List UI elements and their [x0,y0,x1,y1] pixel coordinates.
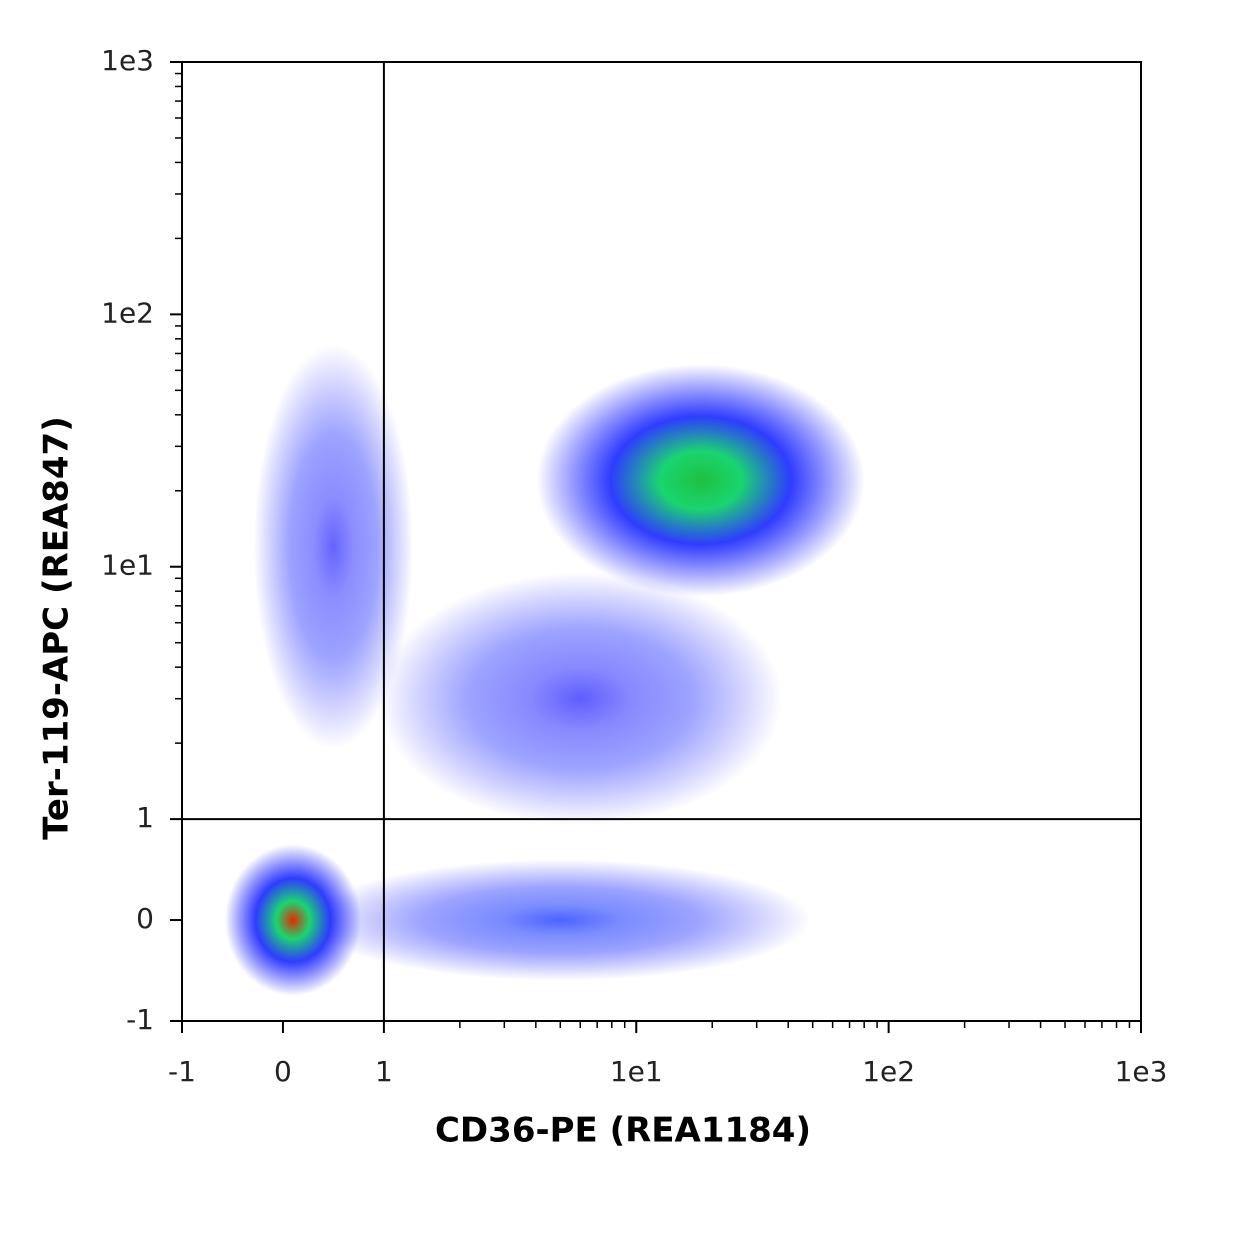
plot-frame [181,61,1142,1022]
density-cluster [224,844,362,996]
density-cluster [536,364,865,597]
density-cluster [310,859,811,981]
plot-area: -1 0 1 1e1 1e2 1e3 -1 0 1 1e1 1e2 1e3 [101,44,1167,1088]
x-tick-label: 1e3 [1115,1055,1168,1088]
y-tick-label: 1 [136,801,154,834]
y-tick-label: 1e3 [101,44,154,77]
x-tick-label: 1 [375,1055,393,1088]
x-tick-label: 1e2 [862,1055,915,1088]
density-cluster [253,344,414,749]
y-tick-label: -1 [126,1003,154,1036]
x-tick-label: 1e1 [610,1055,663,1088]
y-axis-title: Ter-119-APC (REA847) [37,416,77,840]
x-axis-title: CD36-PE (REA1184) [435,1111,811,1151]
x-tick-label: -1 [168,1055,196,1088]
density-cluster [378,572,783,825]
y-tick-label: 0 [136,902,154,935]
x-tick-label: 0 [274,1055,292,1088]
y-tick-label: 1e2 [101,296,154,329]
y-tick-label: 1e1 [101,549,154,582]
